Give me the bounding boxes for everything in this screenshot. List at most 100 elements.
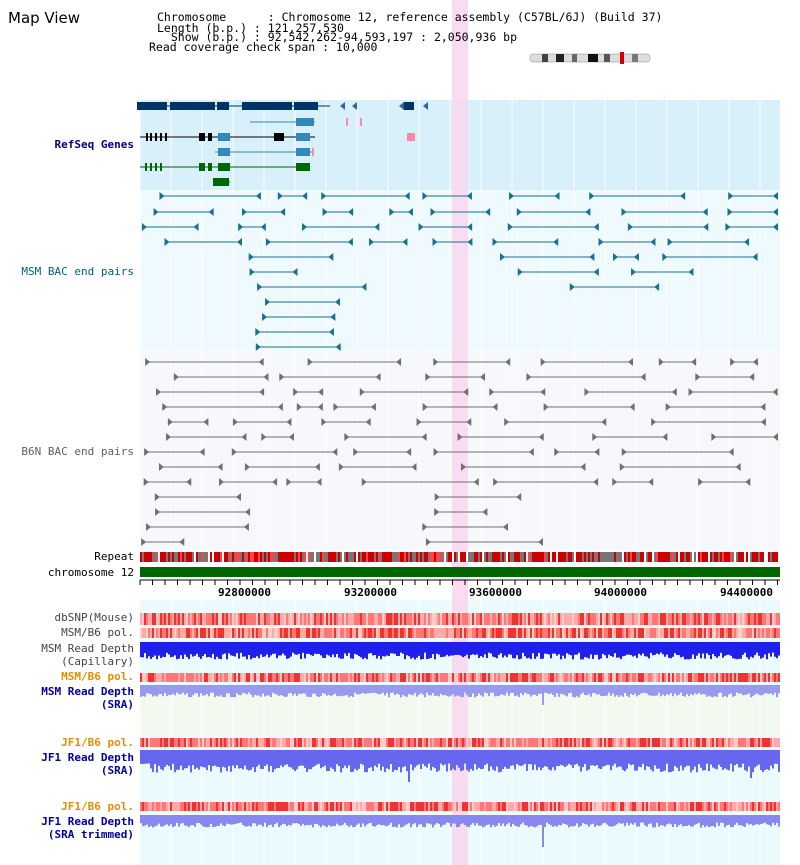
heat-cell (610, 673, 612, 682)
depth-bar (622, 685, 624, 697)
track-label-jf1-depth-sra[interactable]: JF1 Read Depth (41, 751, 134, 764)
depth-bar (334, 750, 336, 772)
depth-tracks[interactable] (140, 642, 780, 847)
heat-cell (698, 613, 700, 625)
track-label-chromosome[interactable]: chromosome 12 (47, 566, 134, 579)
chromosome-bar[interactable] (140, 567, 780, 577)
heat-cell (348, 613, 350, 625)
depth-bar (542, 685, 544, 705)
heat-cell (148, 628, 150, 638)
heat-cell (360, 802, 362, 811)
heat-cell (450, 673, 452, 682)
depth-bar (372, 642, 374, 656)
refseq-features[interactable] (137, 102, 428, 186)
b6n-bac-features[interactable] (141, 358, 778, 546)
depth-bar (576, 685, 578, 697)
heat-cell (168, 738, 170, 747)
depth-bar (680, 642, 682, 658)
depth-bar (236, 642, 238, 654)
track-label-jf1-depth-trim[interactable]: JF1 Read Depth (41, 815, 134, 828)
heat-cell (778, 613, 780, 625)
track-label-msm-depth-cap[interactable]: MSM Read Depth (41, 642, 134, 655)
repeat-block (444, 552, 446, 562)
track-label-dbsnp[interactable]: dbSNP(Mouse) (54, 611, 134, 624)
track-label-msm-bac[interactable]: MSM BAC end pairs (21, 265, 134, 278)
heat-cell (642, 628, 644, 638)
heat-cell (180, 738, 182, 747)
repeat-block (670, 552, 672, 562)
bac-end (654, 283, 660, 291)
depth-bar (266, 642, 268, 655)
repeat-block (548, 552, 550, 562)
bac-end (422, 523, 428, 531)
heat-cell (432, 673, 434, 682)
heat-cell (396, 613, 398, 625)
bac-end (629, 403, 635, 411)
depth-bar (398, 750, 400, 767)
heat-tracks[interactable] (140, 613, 780, 811)
repeat-track[interactable] (140, 552, 780, 562)
heat-cell (316, 738, 318, 747)
heat-cell (540, 613, 542, 625)
repeat-block (498, 552, 500, 562)
heat-cell (356, 802, 358, 811)
chromosome-ideogram[interactable] (529, 52, 651, 64)
depth-bar (288, 815, 290, 825)
selection-highlight[interactable] (452, 0, 468, 865)
depth-bar (412, 815, 414, 825)
depth-bar (480, 642, 482, 657)
heat-cell (224, 738, 226, 747)
heat-cell (636, 738, 638, 747)
bac-end (145, 358, 151, 366)
heat-cell (660, 613, 662, 625)
depth-bar (154, 815, 156, 827)
depth-bar (622, 815, 624, 824)
info-chromosome: Chromosome : Chromosome 12, reference as… (157, 10, 663, 24)
depth-bar (320, 642, 322, 656)
depth-bar (460, 815, 462, 825)
depth-bar (526, 815, 528, 826)
depth-bar (422, 642, 424, 660)
bac-end (257, 283, 263, 291)
heat-cell (710, 738, 712, 747)
depth-bar (278, 685, 280, 696)
heat-cell (570, 738, 572, 747)
gene-exon (150, 163, 152, 171)
msm-bac-features[interactable] (141, 192, 778, 351)
track-label-jf1-b6-pol[interactable]: JF1/B6 pol. (61, 736, 134, 749)
bac-end (680, 192, 686, 200)
depth-bar (246, 815, 248, 827)
depth-bar (334, 815, 336, 827)
depth-bar (430, 750, 432, 771)
depth-bar (720, 815, 722, 823)
heat-cell (406, 738, 408, 747)
track-label-refseq[interactable]: RefSeq Genes (54, 138, 134, 151)
track-label-jf1-b6-pol-2[interactable]: JF1/B6 pol. (61, 800, 134, 813)
depth-bar (628, 642, 630, 655)
heat-cell (276, 738, 278, 747)
gene-exon (296, 118, 314, 126)
bac-end (651, 418, 657, 426)
heat-cell (510, 673, 512, 682)
depth-bar (214, 685, 216, 698)
bac-end (344, 433, 350, 441)
heat-cell (606, 673, 608, 682)
depth-bar (236, 750, 238, 766)
track-label-repeat[interactable]: Repeat (94, 550, 134, 563)
track-label-b6n-bac[interactable]: B6N BAC end pairs (21, 445, 134, 458)
heat-cell (648, 613, 650, 625)
track-label-msm-b6-pol-2[interactable]: MSM/B6 pol. (61, 670, 134, 683)
heat-cell (440, 673, 442, 682)
repeat-block (660, 552, 662, 562)
heat-cell (292, 613, 294, 625)
heat-cell (304, 738, 306, 747)
track-label-msm-b6-pol[interactable]: MSM/B6 pol. (61, 626, 134, 639)
repeat-block (524, 552, 526, 562)
bac-end (540, 388, 546, 396)
track-label-msm-depth-sra[interactable]: MSM Read Depth (41, 685, 134, 698)
depth-bar (726, 685, 728, 698)
heat-cell (190, 738, 192, 747)
repeat-block (678, 552, 680, 562)
